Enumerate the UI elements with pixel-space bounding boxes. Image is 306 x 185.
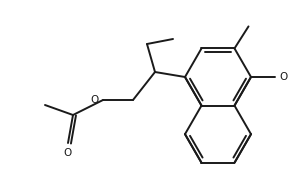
Text: O: O <box>91 95 99 105</box>
Text: O: O <box>279 72 287 82</box>
Text: O: O <box>64 148 72 158</box>
